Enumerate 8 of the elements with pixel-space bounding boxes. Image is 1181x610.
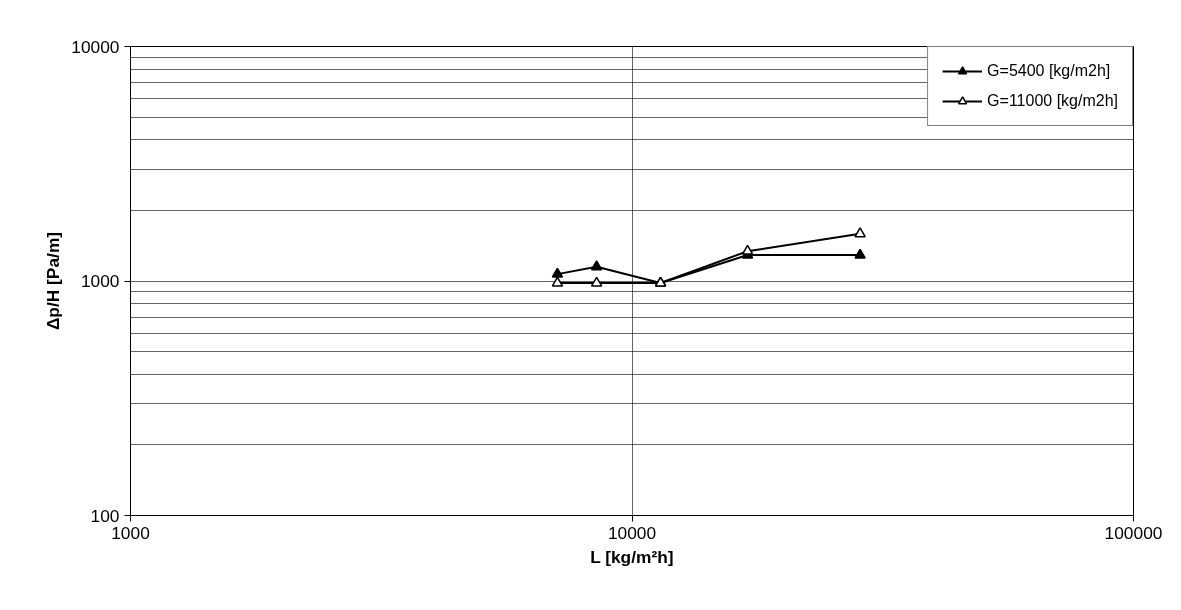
y-tick-label: 1000 <box>80 271 120 291</box>
legend-label: G=5400 [kg/m2h] <box>987 62 1111 80</box>
y-tick-label: 10000 <box>71 36 120 57</box>
x-tick-label: 10000 <box>607 522 657 543</box>
y-axis-title: Δp/H [Pa/m] <box>43 231 64 331</box>
x-tick-label: 100000 <box>1104 522 1163 543</box>
legend-label: G=11000 [kg/m2h] <box>987 92 1118 110</box>
x-axis-title: L [kg/m²h] <box>590 546 674 567</box>
